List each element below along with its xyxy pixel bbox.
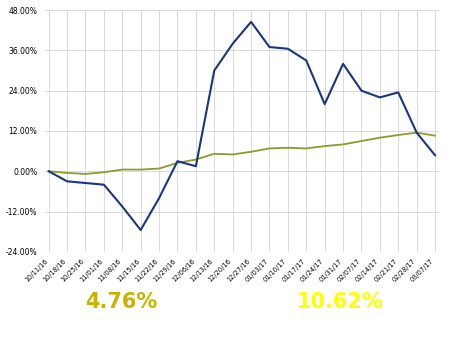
Michael Wiggins [157, 196, 162, 200]
Michael Wiggins [432, 153, 438, 157]
SPX [267, 146, 272, 150]
Michael Wiggins [322, 102, 327, 106]
Michael Wiggins [377, 95, 382, 99]
SPX [322, 144, 327, 148]
Text: vs S&P500: vs S&P500 [157, 292, 297, 312]
Michael Wiggins [340, 62, 346, 66]
SPX [46, 169, 51, 173]
Michael Wiggins [101, 183, 107, 187]
Text: (Change -5.86%): (Change -5.86%) [384, 292, 450, 312]
Michael Wiggins [230, 42, 235, 46]
Line: SPX: SPX [49, 132, 435, 174]
SPX [377, 136, 382, 140]
SPX [285, 146, 291, 150]
SPX [175, 161, 180, 165]
SPX [101, 170, 107, 174]
Line: Michael Wiggins: Michael Wiggins [49, 22, 435, 230]
Michael Wiggins [138, 228, 144, 232]
Michael Wiggins [64, 179, 70, 183]
Michael Wiggins [304, 58, 309, 63]
SPX [304, 146, 309, 150]
SPX [396, 133, 401, 137]
SPX [64, 171, 70, 175]
SPX [212, 152, 217, 156]
Text: 10.62%: 10.62% [297, 292, 384, 312]
Michael Wiggins [120, 204, 125, 209]
Michael Wiggins [359, 89, 364, 93]
Michael Wiggins [175, 159, 180, 163]
SPX [414, 130, 419, 135]
SPX [248, 150, 254, 154]
Michael Wiggins [248, 20, 254, 24]
Michael Wiggins [212, 69, 217, 73]
Michael Wiggins [46, 169, 51, 173]
SPX [138, 168, 144, 172]
SPX [359, 139, 364, 143]
SPX [120, 168, 125, 172]
SPX [340, 142, 346, 146]
SPX [193, 158, 198, 162]
Michael Wiggins [267, 45, 272, 49]
Michael Wiggins [414, 130, 419, 135]
Michael Wiggins [396, 90, 401, 94]
Michael Wiggins [83, 181, 88, 185]
Text: 4.76%: 4.76% [85, 292, 157, 312]
SPX [432, 134, 438, 138]
SPX [157, 167, 162, 171]
SPX [230, 152, 235, 156]
Michael Wiggins [285, 47, 291, 51]
Text: LDVIC: LDVIC [8, 292, 85, 312]
Michael Wiggins [193, 164, 198, 168]
SPX [83, 172, 88, 176]
